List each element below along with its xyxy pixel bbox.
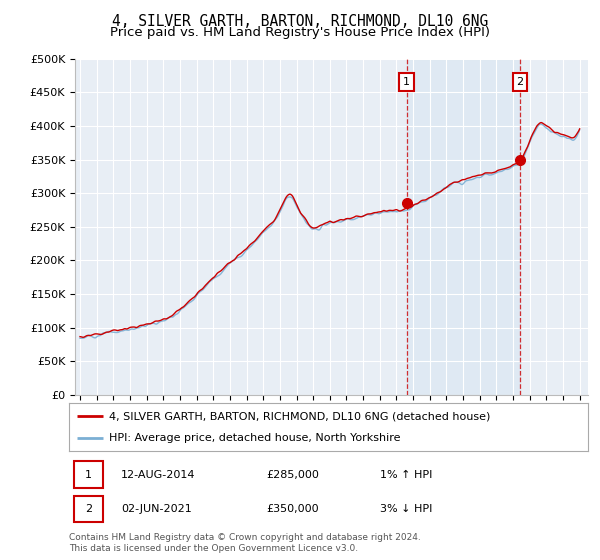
Text: 1% ↑ HPI: 1% ↑ HPI <box>380 470 433 479</box>
Bar <box>407 59 520 395</box>
Text: 3% ↓ HPI: 3% ↓ HPI <box>380 504 433 514</box>
Text: 1: 1 <box>403 77 410 87</box>
Text: £285,000: £285,000 <box>266 470 319 479</box>
Text: 1: 1 <box>85 470 92 479</box>
Text: 2: 2 <box>517 77 524 87</box>
Text: Price paid vs. HM Land Registry's House Price Index (HPI): Price paid vs. HM Land Registry's House … <box>110 26 490 39</box>
Text: 4, SILVER GARTH, BARTON, RICHMOND, DL10 6NG: 4, SILVER GARTH, BARTON, RICHMOND, DL10 … <box>112 14 488 29</box>
Bar <box>74 461 103 488</box>
Text: Contains HM Land Registry data © Crown copyright and database right 2024.
This d: Contains HM Land Registry data © Crown c… <box>69 533 421 553</box>
Text: HPI: Average price, detached house, North Yorkshire: HPI: Average price, detached house, Nort… <box>109 433 401 443</box>
Text: 4, SILVER GARTH, BARTON, RICHMOND, DL10 6NG (detached house): 4, SILVER GARTH, BARTON, RICHMOND, DL10 … <box>109 411 491 421</box>
Text: 12-AUG-2014: 12-AUG-2014 <box>121 470 196 479</box>
Text: 2: 2 <box>85 504 92 514</box>
Text: £350,000: £350,000 <box>266 504 319 514</box>
Text: 02-JUN-2021: 02-JUN-2021 <box>121 504 191 514</box>
Bar <box>74 496 103 522</box>
